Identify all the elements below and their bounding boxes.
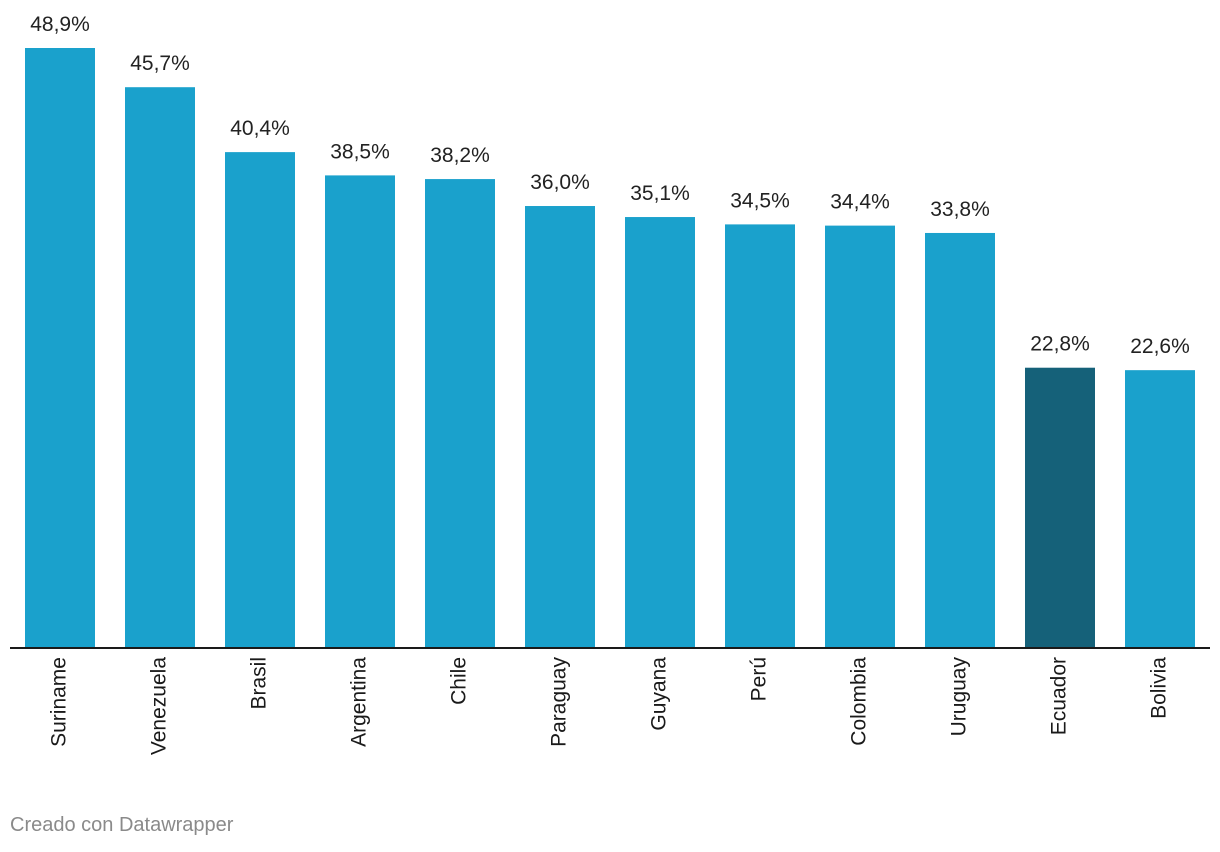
value-label-bolivia: 22,6% xyxy=(1130,335,1190,358)
category-label-ecuador: Ecuador xyxy=(1048,657,1071,735)
value-label-paraguay: 36,0% xyxy=(530,171,590,194)
category-label-guyana: Guyana xyxy=(648,657,671,731)
bar-paraguay xyxy=(525,206,595,647)
bar-uruguay xyxy=(925,232,995,647)
category-label-chile: Chile xyxy=(448,657,471,705)
bar-ecuador xyxy=(1025,367,1095,647)
bar-suriname xyxy=(25,48,95,647)
bar-venezuela xyxy=(125,87,195,647)
bar-guyana xyxy=(625,217,695,647)
category-labels-group: Suriname Venezuela Brasil Argentina Chile Par… xyxy=(48,657,1171,756)
value-label-peru: 34,5% xyxy=(730,189,790,212)
category-label-venezuela: Venezuela xyxy=(148,657,171,755)
category-label-suriname: Suriname xyxy=(48,657,71,747)
bar-chile xyxy=(425,179,495,648)
value-label-argentina: 38,5% xyxy=(330,140,390,163)
bar-bolivia xyxy=(1125,370,1195,647)
value-label-guyana: 35,1% xyxy=(630,182,690,205)
category-label-peru: Perú xyxy=(748,657,771,701)
value-label-colombia: 34,4% xyxy=(830,191,890,214)
value-labels-group: 48,9% 45,7% 40,4% 38,5% 38,2% 36,0% 35,1% 34,5%… xyxy=(30,13,1190,358)
datawrapper-credit: Creado con Datawrapper xyxy=(10,814,234,836)
bar-colombia xyxy=(825,225,895,647)
category-label-argentina: Argentina xyxy=(348,657,371,747)
value-label-ecuador: 22,8% xyxy=(1030,333,1090,356)
value-label-brasil: 40,4% xyxy=(230,117,290,140)
value-label-uruguay: 33,8% xyxy=(930,198,990,221)
value-label-suriname: 48,9% xyxy=(30,13,90,36)
value-label-chile: 38,2% xyxy=(430,144,490,167)
bar-peru xyxy=(725,224,795,647)
value-label-venezuela: 45,7% xyxy=(130,52,190,75)
category-label-paraguay: Paraguay xyxy=(548,657,571,747)
bar-brasil xyxy=(225,152,295,647)
bars-group xyxy=(25,48,1195,648)
category-label-uruguay: Uruguay xyxy=(948,657,971,737)
category-label-colombia: Colombia xyxy=(848,657,871,746)
category-label-bolivia: Bolivia xyxy=(1148,657,1171,719)
bar-argentina xyxy=(325,175,395,647)
category-label-brasil: Brasil xyxy=(248,657,271,710)
